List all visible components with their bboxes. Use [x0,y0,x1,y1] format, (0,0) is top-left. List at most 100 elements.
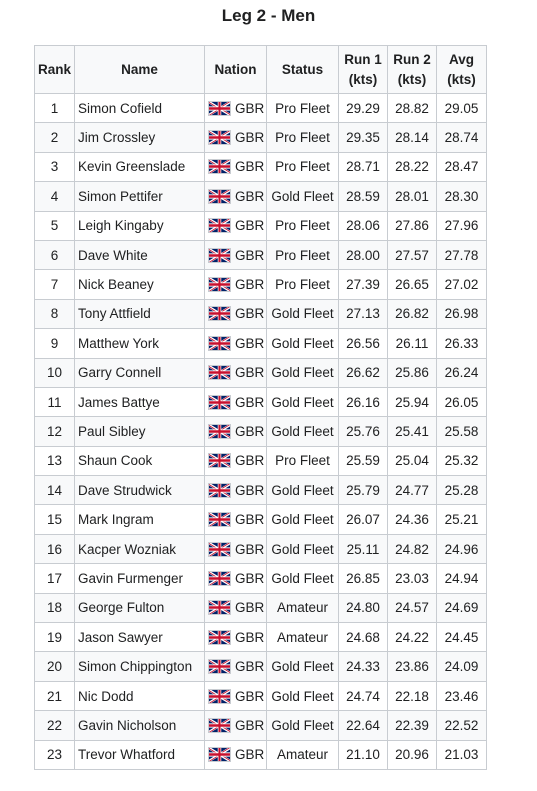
avg-cell: 24.94 [436,563,487,594]
header-run1[interactable]: Run 1 (kts) [338,45,388,94]
table-row: 20 Simon Chippington GBR Gold Fleet 24.3… [34,651,487,682]
run1-cell: 28.06 [338,210,388,241]
uk-flag-icon [208,277,231,293]
header-name[interactable]: Name [74,45,205,94]
avg-cell: 25.58 [436,416,487,447]
nation-cell: GBR [204,210,267,241]
uk-flag-icon [208,629,231,645]
table-row: 21 Nic Dodd GBR Gold Fleet 24.74 22.18 2… [34,680,487,712]
name-cell: Paul Sibley [74,416,205,447]
nation-cell: GBR [204,592,267,624]
header-run2[interactable]: Run 2 (kts) [387,45,437,94]
table-row: 8 Tony Attfield GBR Gold Fleet 27.13 26.… [34,298,487,330]
status-cell: Pro Fleet [266,151,339,183]
table-row: 14 Dave Strudwick GBR Gold Fleet 25.79 2… [34,475,487,506]
header-nation[interactable]: Nation [204,45,267,94]
nation-cell: GBR [204,357,267,388]
nation-code: GBR [235,482,265,498]
status-cell: Gold Fleet [266,504,339,535]
name-cell: Trevor Whatford [74,739,205,770]
rank-cell: 15 [34,504,75,535]
avg-cell: 24.09 [436,651,487,682]
run2-cell: 25.04 [387,445,437,477]
table-row: 13 Shaun Cook GBR Pro Fleet 25.59 25.04 … [34,445,487,477]
run2-cell: 24.57 [387,592,437,624]
uk-flag-icon [208,482,231,498]
avg-cell: 24.69 [436,592,487,624]
avg-cell: 27.96 [436,210,487,241]
run2-cell: 26.82 [387,298,437,330]
status-cell: Pro Fleet [266,210,339,241]
nation-code: GBR [235,130,265,146]
run1-cell: 26.07 [338,504,388,535]
uk-flag-icon [208,247,231,263]
status-cell: Gold Fleet [266,386,339,418]
rank-cell: 5 [34,210,75,241]
nation-code: GBR [235,541,265,557]
uk-flag-icon [208,218,231,234]
nation-cell: GBR [204,122,267,153]
avg-cell: 25.21 [436,504,487,535]
run2-cell: 24.36 [387,504,437,535]
table-row: 15 Mark Ingram GBR Gold Fleet 26.07 24.3… [34,504,487,535]
status-cell: Gold Fleet [266,680,339,712]
run1-cell: 25.59 [338,445,388,477]
nation-cell: GBR [204,386,267,418]
uk-flag-icon [208,394,231,410]
status-cell: Pro Fleet [266,92,339,124]
run1-cell: 26.85 [338,563,388,594]
nation-code: GBR [235,688,265,704]
table-row: 7 Nick Beaney GBR Pro Fleet 27.39 26.65 … [34,269,487,300]
run2-cell: 22.18 [387,680,437,712]
status-cell: Gold Fleet [266,533,339,565]
avg-cell: 26.33 [436,328,487,359]
rank-cell: 13 [34,445,75,477]
nation-code: GBR [235,100,265,116]
run1-cell: 28.71 [338,151,388,183]
run2-cell: 25.41 [387,416,437,447]
uk-flag-icon [208,659,231,675]
nation-code: GBR [235,570,265,586]
status-cell: Pro Fleet [266,239,339,271]
rank-cell: 3 [34,151,75,183]
rank-cell: 9 [34,328,75,359]
header-rank[interactable]: Rank [34,45,75,94]
name-cell: Matthew York [74,328,205,359]
run1-cell: 27.39 [338,269,388,300]
uk-flag-icon [208,159,231,175]
run1-cell: 24.74 [338,680,388,712]
uk-flag-icon [208,188,231,204]
uk-flag-icon [208,365,231,381]
run2-cell: 27.57 [387,239,437,271]
header-status[interactable]: Status [266,45,339,94]
table-row: 3 Kevin Greenslade GBR Pro Fleet 28.71 2… [34,151,487,183]
avg-cell: 28.74 [436,122,487,153]
run1-cell: 27.13 [338,298,388,330]
run1-cell: 29.35 [338,122,388,153]
status-cell: Gold Fleet [266,563,339,594]
nation-cell: GBR [204,680,267,712]
run1-cell: 24.33 [338,651,388,682]
header-avg[interactable]: Avg (kts) [436,45,487,94]
table-row: 4 Simon Pettifer GBR Gold Fleet 28.59 28… [34,181,487,212]
nation-code: GBR [235,277,265,293]
rank-cell: 21 [34,680,75,712]
rank-cell: 4 [34,181,75,212]
nation-cell: GBR [204,710,267,741]
run1-cell: 28.59 [338,181,388,212]
name-cell: Gavin Nicholson [74,710,205,741]
run2-cell: 27.86 [387,210,437,241]
nation-cell: GBR [204,328,267,359]
name-cell: George Fulton [74,592,205,624]
header-avg-label: Avg [448,51,474,67]
status-cell: Amateur [266,622,339,653]
status-cell: Gold Fleet [266,298,339,330]
run1-cell: 26.16 [338,386,388,418]
table-row: 2 Jim Crossley GBR Pro Fleet 29.35 28.14… [34,122,487,153]
nation-code: GBR [235,335,265,351]
table-row: 9 Matthew York GBR Gold Fleet 26.56 26.1… [34,328,487,359]
avg-cell: 28.47 [436,151,487,183]
run2-cell: 24.77 [387,475,437,506]
rank-cell: 23 [34,739,75,770]
nation-code: GBR [235,512,265,528]
